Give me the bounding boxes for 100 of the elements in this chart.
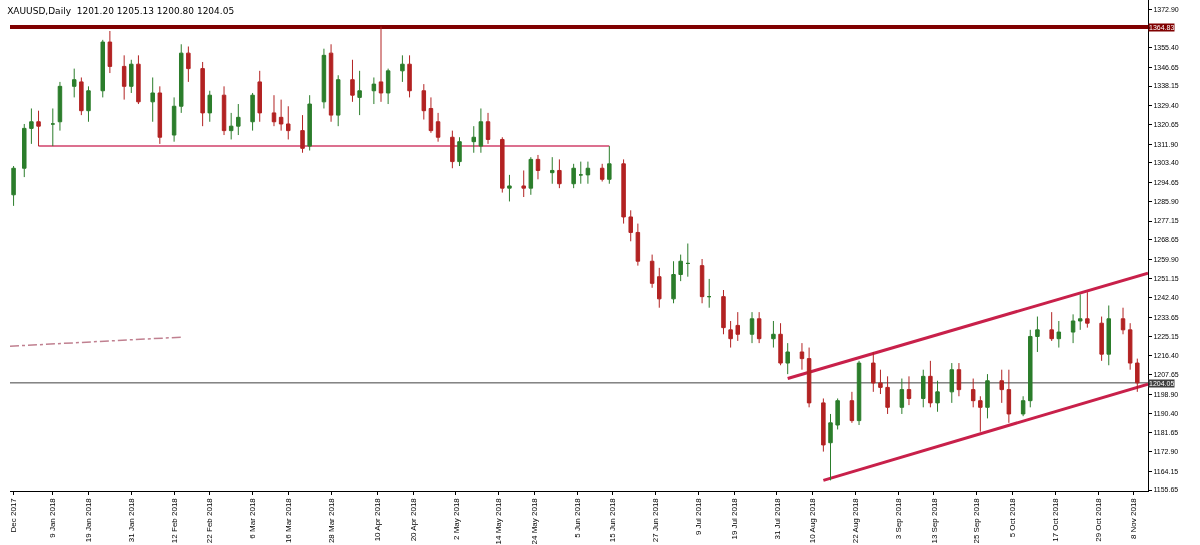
candlestick	[136, 54, 141, 105]
candlestick	[535, 154, 541, 180]
candlestick	[956, 362, 962, 397]
x-tick-label: 22 Feb 2018	[205, 497, 215, 544]
candlestick	[435, 112, 441, 143]
candlestick	[571, 163, 576, 189]
candlestick	[671, 260, 676, 304]
candlestick	[236, 103, 241, 136]
candlestick	[257, 70, 262, 123]
candlestick	[1106, 304, 1112, 366]
candlestick	[557, 158, 562, 189]
candlestick	[407, 54, 412, 98]
candlestick	[1028, 329, 1033, 408]
candlestick	[29, 107, 34, 145]
x-tick-label: 2 May 2018	[451, 497, 461, 541]
candlestick	[799, 342, 805, 371]
candlestick	[79, 76, 84, 116]
candlestick	[528, 156, 534, 196]
candlestick	[250, 92, 255, 132]
candlestick	[1056, 320, 1062, 349]
candlestick	[621, 158, 626, 225]
candlestick	[728, 320, 733, 349]
candlestick	[906, 375, 912, 406]
candlestick	[1085, 291, 1090, 329]
x-tick-label: 22 Aug 2018	[851, 497, 861, 544]
candlestick	[385, 68, 391, 105]
x-tick-label: 10 Aug 2018	[808, 497, 818, 544]
candlestick	[706, 278, 712, 309]
candlestick	[856, 360, 862, 426]
candlestick	[635, 223, 641, 267]
x-tick-label: 6 Mar 2018	[248, 497, 258, 539]
candlestick	[649, 254, 655, 289]
candlestick	[970, 378, 976, 408]
x-tick-label: 31 Jul 2018	[772, 497, 782, 540]
x-tick-label: 28 Mar 2018	[326, 497, 336, 544]
x-tick-label: 25 Sep 2018	[972, 497, 982, 544]
x-tick-label: 13 Sep 2018	[929, 497, 939, 544]
candlestick	[221, 85, 227, 136]
candlestick	[157, 85, 163, 145]
candlestick	[150, 76, 155, 123]
candlestick	[357, 70, 362, 116]
candlestick	[457, 136, 462, 167]
candlestick	[550, 156, 555, 185]
candlestick	[806, 347, 812, 408]
candlestick	[885, 375, 890, 415]
candlestick	[699, 258, 705, 304]
candlestick	[129, 59, 134, 94]
candlestick	[428, 96, 434, 134]
candlestick	[928, 360, 933, 408]
candlestick	[328, 43, 334, 123]
candlestick	[271, 94, 277, 127]
candlestick	[849, 391, 855, 424]
x-tick-label: 20 Apr 2018	[408, 497, 418, 542]
candlestick	[57, 81, 63, 132]
candlestick	[678, 254, 683, 282]
candlestick	[478, 107, 484, 154]
candlestick	[485, 112, 491, 145]
x-tick-label: 8 Nov 2018	[1129, 497, 1139, 540]
candlestick	[821, 397, 826, 453]
candlestick	[350, 59, 355, 103]
candlestick	[171, 96, 177, 143]
candlestick	[585, 161, 591, 185]
x-tick-label: 19 Jan 2018	[84, 497, 94, 543]
candlestick	[22, 123, 27, 178]
candlestick	[756, 311, 762, 344]
x-tick-label: 10 Apr 2018	[373, 497, 383, 542]
x-tick-label: 5 Oct 2018	[1008, 497, 1018, 538]
x-tick-label: 9 Jan 2018	[48, 497, 58, 538]
candlestick	[178, 43, 184, 114]
x-tick-label: 24 May 2018	[530, 497, 540, 545]
x-tick-label: 15 Jun 2018	[608, 497, 618, 543]
candlestick	[749, 311, 755, 344]
candlestick	[1006, 369, 1012, 424]
candlestick	[121, 54, 127, 101]
candlestick	[999, 369, 1004, 404]
x-tick-label: Dec 2017	[9, 497, 19, 533]
candlestick	[507, 174, 512, 202]
candlestick	[599, 163, 605, 183]
x-tick-label: 9 Jul 2018	[694, 497, 704, 536]
candlestick	[71, 68, 77, 98]
candlestick	[985, 373, 990, 419]
candlestick	[228, 112, 234, 140]
candlestick	[400, 54, 405, 83]
text: XAUUSD,Daily 1201.20 1205.13 1200.80 1204.05	[7, 6, 235, 17]
candlestick	[1099, 316, 1104, 362]
candlestick	[921, 369, 926, 408]
candlestick	[1135, 358, 1140, 393]
candlestick	[86, 85, 91, 123]
candlestick	[100, 39, 105, 98]
candlestick	[471, 125, 477, 154]
candlestick	[1127, 322, 1133, 371]
candlestick	[578, 161, 584, 185]
x-tick-label: 16 Mar 2018	[283, 497, 293, 544]
candlestick	[828, 413, 833, 481]
candlestick	[1070, 313, 1076, 344]
candlestick	[200, 61, 205, 127]
candlestick	[657, 267, 662, 309]
x-tick-label: 5 Jun 2018	[572, 497, 582, 538]
candlestick	[371, 76, 377, 105]
candlestick	[50, 107, 56, 147]
